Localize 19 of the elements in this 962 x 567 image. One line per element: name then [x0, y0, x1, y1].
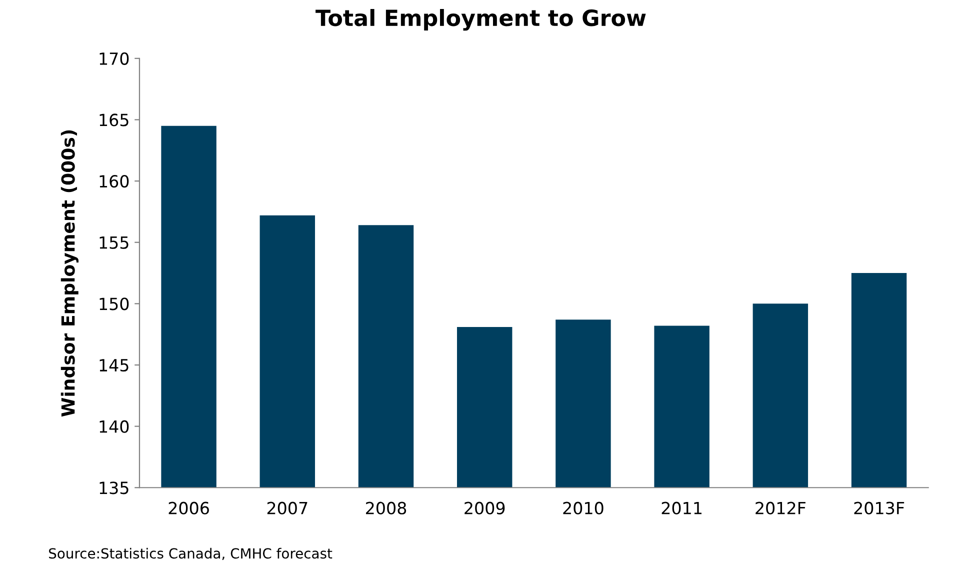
- chart-title: Total Employment to Grow: [316, 9, 646, 31]
- x-tick-label: 2013F: [854, 502, 904, 514]
- x-tick-label: 2009: [464, 502, 505, 514]
- x-tick-label: 2010: [563, 502, 604, 514]
- y-tick-label: 170: [100, 52, 129, 65]
- y-tick-label: 150: [100, 298, 129, 310]
- source-note: Source:Statistics Canada, CMHC forecast: [49, 548, 332, 560]
- y-tick-label: 145: [100, 359, 128, 372]
- x-tick-label: 2008: [366, 502, 406, 514]
- y-tick-label: 135: [100, 482, 128, 494]
- x-tick-label: 2006: [168, 502, 209, 514]
- y-tick-label: 160: [100, 174, 129, 188]
- x-tick-label: 2011: [662, 502, 702, 514]
- x-tick-label: 2012F: [756, 502, 806, 514]
- x-tick-label: 2007: [267, 502, 308, 514]
- y-tick-label: 165: [100, 114, 128, 126]
- y-tick-label: 155: [100, 236, 128, 249]
- y-tick-label: 140: [100, 420, 129, 433]
- y-axis-title: Windsor Employment (000s): [60, 130, 79, 417]
